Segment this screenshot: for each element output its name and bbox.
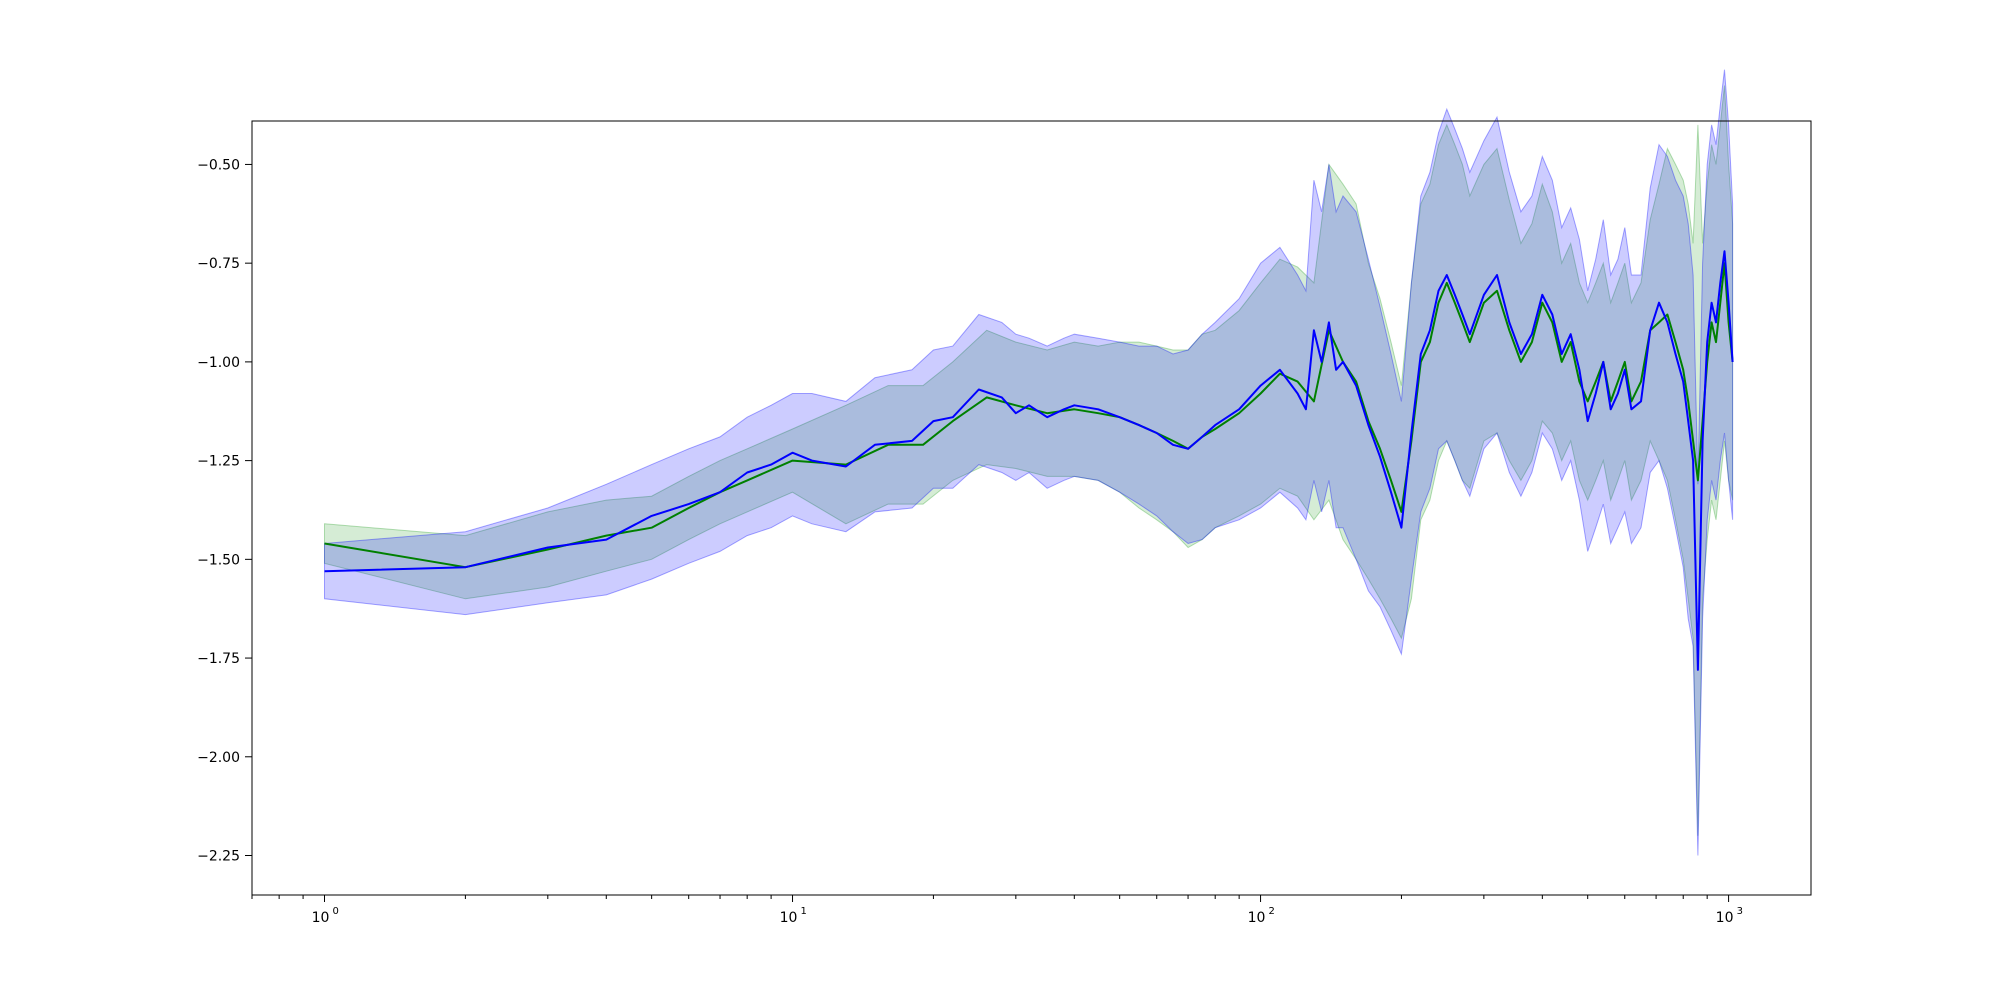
y-tick-label: −1.75 <box>197 651 240 667</box>
y-tick-label: −0.50 <box>197 157 240 173</box>
x-tick-label: 10 <box>1716 910 1734 926</box>
y-tick-label: −0.75 <box>197 256 240 272</box>
x-axis: 10 0 10 1 10 2 10 3 <box>251 895 1743 926</box>
series-1-line <box>324 262 1734 569</box>
x-tick-label-exponent: 1 <box>801 906 807 917</box>
x-tick-label: 10 <box>780 910 798 926</box>
x-tick-label: 10 <box>1248 910 1266 926</box>
series-2-band <box>324 69 1734 856</box>
y-tick-label: −1.00 <box>197 355 240 371</box>
x-tick-label-exponent: 0 <box>332 906 338 917</box>
y-tick-label: −1.25 <box>197 454 240 470</box>
series-lines <box>324 250 1734 671</box>
x-tick-label-exponent: 3 <box>1737 906 1743 917</box>
y-tick-label: −1.50 <box>197 552 240 568</box>
series-2-line <box>324 250 1734 671</box>
y-tick-label: −2.00 <box>197 750 240 766</box>
x-tick-label: 10 <box>312 910 330 926</box>
y-axis: −0.50 −0.75 −1.00 −1.25 −1.50 −1.75 −2.00 −2.25 <box>197 157 252 865</box>
confidence-bands <box>324 69 1734 856</box>
series-1-band <box>324 85 1734 836</box>
plot-area-frame <box>251 120 1812 896</box>
y-tick-label: −2.25 <box>197 849 240 865</box>
x-tick-label-exponent: 2 <box>1269 906 1275 917</box>
